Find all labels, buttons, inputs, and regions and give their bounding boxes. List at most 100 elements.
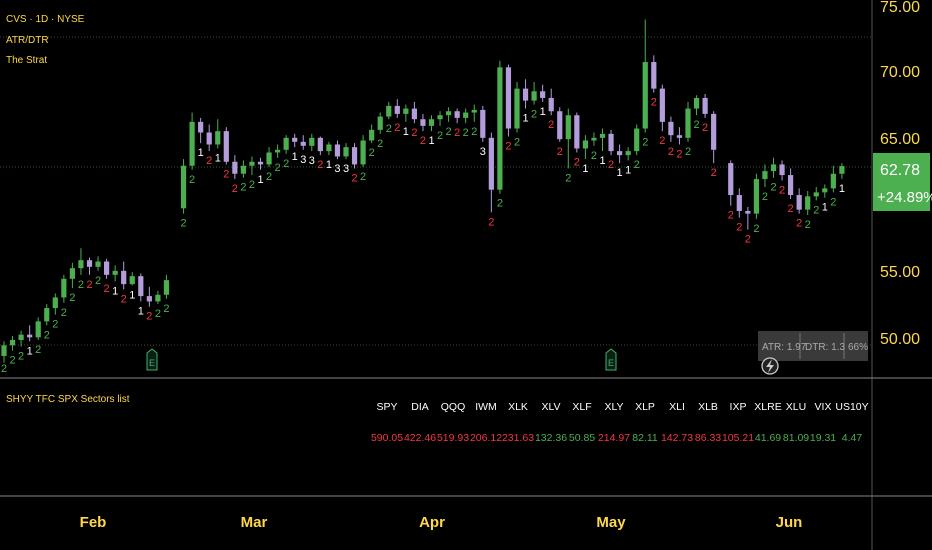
strat-label: 2 bbox=[121, 293, 127, 305]
candle-body bbox=[360, 140, 366, 165]
strat-label: 2 bbox=[634, 159, 640, 171]
month-label: Apr bbox=[419, 514, 445, 531]
indicator-atr-dtr[interactable]: ATR/DTR bbox=[6, 35, 49, 46]
last-price-badge[interactable]: 62.78 +24.89% bbox=[873, 153, 932, 211]
price-tick: 65.00 bbox=[880, 131, 920, 148]
atr-pct-text: 66% bbox=[848, 342, 868, 353]
sector-symbol: XLF bbox=[572, 401, 591, 413]
strat-label: 2 bbox=[18, 351, 24, 363]
strat-label: 2 bbox=[240, 182, 246, 194]
indicator-the-strat[interactable]: The Strat bbox=[6, 55, 48, 66]
candle-body bbox=[565, 115, 571, 140]
candle bbox=[788, 168, 794, 200]
candle-body bbox=[813, 192, 819, 197]
candle-body bbox=[61, 278, 67, 298]
strat-label: 2 bbox=[317, 159, 323, 171]
strat-label: 2 bbox=[223, 168, 229, 180]
strat-label: 1 bbox=[129, 289, 135, 301]
price-axis[interactable]: 75.00 70.00 65.00 55.00 50.00 bbox=[880, 0, 920, 348]
time-axis[interactable]: Feb Mar Apr May Jun bbox=[80, 514, 803, 531]
candle bbox=[642, 19, 648, 133]
lightning-icon-bolt bbox=[766, 359, 774, 373]
sector-symbol: US10Y bbox=[835, 401, 868, 413]
candle bbox=[360, 135, 366, 168]
strat-label: 1 bbox=[522, 113, 528, 125]
sector-value: 519.93 bbox=[437, 432, 469, 444]
earnings-marker[interactable]: E bbox=[146, 348, 158, 371]
sector-symbol: XLI bbox=[669, 401, 685, 413]
strat-label: 2 bbox=[44, 329, 50, 341]
candle-body bbox=[531, 91, 537, 101]
candle bbox=[44, 304, 50, 326]
strat-label: 2 bbox=[668, 146, 674, 158]
candle-body bbox=[52, 297, 58, 309]
strat-label: 2 bbox=[146, 311, 152, 323]
strat-label: 2 bbox=[377, 138, 383, 150]
candle-body bbox=[129, 276, 135, 285]
strat-label: 2 bbox=[155, 308, 161, 320]
candle-body bbox=[257, 161, 264, 165]
earnings-marker[interactable]: E bbox=[605, 348, 617, 371]
strat-label: 1 bbox=[326, 159, 332, 171]
earnings-marker-shape bbox=[146, 348, 158, 371]
candle bbox=[540, 84, 546, 102]
candle-body bbox=[779, 164, 785, 176]
candle-body bbox=[437, 115, 443, 120]
candle-body bbox=[18, 334, 24, 340]
strat-label: 2 bbox=[351, 172, 357, 184]
strat-label: 2 bbox=[574, 156, 580, 168]
atr-text: ATR: 1.97 bbox=[762, 342, 807, 353]
candle bbox=[659, 84, 665, 132]
candle bbox=[403, 104, 409, 122]
strat-label: 1 bbox=[839, 183, 845, 195]
candle-body bbox=[138, 276, 144, 297]
candle bbox=[711, 111, 717, 164]
candle-body bbox=[505, 67, 512, 129]
symbol-legend[interactable]: CVS · 1D · NYSE bbox=[6, 14, 85, 25]
strat-label: 2 bbox=[770, 182, 776, 194]
candle bbox=[480, 105, 486, 142]
price-tick: 50.00 bbox=[880, 331, 920, 348]
candle-body bbox=[35, 321, 41, 338]
candle-body bbox=[488, 137, 494, 190]
candle bbox=[35, 317, 41, 340]
candle-body bbox=[745, 210, 751, 214]
candle-body bbox=[369, 129, 375, 141]
strat-label: 2 bbox=[61, 307, 67, 319]
lightning-icon[interactable] bbox=[761, 357, 779, 375]
candle-body bbox=[334, 144, 341, 157]
candle-body bbox=[668, 121, 674, 136]
candle bbox=[223, 127, 229, 165]
candle-body bbox=[326, 144, 332, 152]
strat-label: 1 bbox=[599, 155, 605, 167]
strat-label: 3 bbox=[300, 154, 306, 166]
strat-label: 2 bbox=[685, 146, 691, 158]
candle bbox=[129, 272, 135, 286]
strat-label: 1 bbox=[292, 151, 298, 163]
candle-body bbox=[693, 97, 700, 109]
candle-body bbox=[591, 137, 597, 141]
candle bbox=[121, 261, 127, 290]
strat-label: 1 bbox=[138, 305, 144, 317]
strat-label: 2 bbox=[711, 167, 717, 179]
candle-body bbox=[1, 345, 7, 356]
sector-symbol: XLY bbox=[604, 401, 623, 413]
candle bbox=[634, 124, 640, 156]
candle-body bbox=[343, 147, 349, 157]
earnings-marker-label: E bbox=[149, 358, 155, 368]
candle bbox=[266, 147, 272, 168]
candle-body bbox=[180, 165, 187, 209]
candle-body bbox=[86, 260, 93, 267]
candle-body bbox=[189, 121, 195, 166]
candle bbox=[240, 160, 246, 178]
last-price-value: 62.78 bbox=[880, 162, 920, 179]
candle bbox=[471, 104, 477, 122]
candle-body bbox=[44, 308, 50, 322]
sector-symbol: VIX bbox=[815, 401, 832, 413]
candle-body bbox=[121, 270, 127, 285]
candle-body bbox=[275, 149, 281, 153]
candle bbox=[557, 107, 563, 142]
price-tick: 75.00 bbox=[880, 0, 920, 16]
atr-dtr-box: ATR: 1.97 DTR: 1.3 66% bbox=[758, 331, 868, 361]
